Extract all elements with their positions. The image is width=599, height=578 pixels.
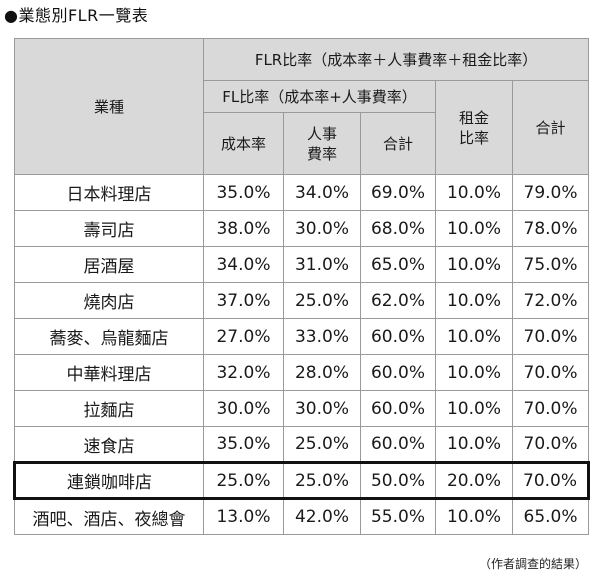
cell-fl-total: 68.0% [360,210,436,247]
table-row: 日本料理店 35.0% 34.0% 69.0% 10.0% 79.0% [14,174,590,211]
cell-industry: 拉麵店 [14,390,204,427]
cell-cost-ratio: 27.0% [203,318,284,355]
cell-total: 70.0% [511,461,591,500]
cell-industry: 酒吧、酒店、夜總會 [14,498,204,535]
table-row: 壽司店 38.0% 30.0% 68.0% 10.0% 78.0% [14,210,590,247]
cell-rent-ratio: 10.0% [435,246,513,283]
cell-total: 72.0% [511,282,590,319]
cell-rent-ratio: 10.0% [435,174,513,211]
cell-cost-ratio: 38.0% [203,210,284,247]
cell-rent-ratio: 10.0% [435,354,513,391]
cell-rent-ratio: 10.0% [435,282,513,319]
cell-cost-ratio: 35.0% [203,426,284,463]
cell-total: 70.0% [511,318,590,355]
header-flr-ratio: FLR比率（成本率＋人事費率＋租金比率） [202,38,590,81]
source-note: （作者調查的結果） [478,557,587,571]
cell-personnel-ratio: 34.0% [283,174,361,211]
table-row: 居酒屋 34.0% 31.0% 65.0% 10.0% 75.0% [14,246,590,283]
cell-cost-ratio: 37.0% [203,282,284,319]
cell-total: 70.0% [511,354,590,391]
cell-personnel-ratio: 28.0% [283,354,361,391]
flr-table: 業種 FLR比率（成本率＋人事費率＋租金比率） FL比率（成本率+人事費率） 租… [13,38,591,535]
cell-rent-ratio: 10.0% [435,426,513,463]
cell-cost-ratio: 35.0% [203,174,284,211]
cell-personnel-ratio: 42.0% [283,498,361,535]
table-header: 業種 FLR比率（成本率＋人事費率＋租金比率） FL比率（成本率+人事費率） 租… [14,38,590,175]
table-row: 拉麵店 30.0% 30.0% 60.0% 10.0% 70.0% [14,390,590,427]
cell-personnel-ratio: 30.0% [283,390,361,427]
header-personnel-ratio: 人事 費率 [283,112,361,175]
header-industry: 業種 [14,38,204,175]
table-row-highlighted: 連鎖咖啡店 25.0% 25.0% 50.0% 20.0% 70.0% [13,461,591,500]
cell-industry: 燒肉店 [14,282,204,319]
cell-fl-total: 60.0% [360,426,436,463]
cell-industry: 連鎖咖啡店 [13,461,204,500]
cell-personnel-ratio: 30.0% [283,210,361,247]
header-fl-ratio: FL比率（成本率+人事費率） [203,80,436,113]
cell-fl-total: 50.0% [360,461,436,500]
cell-fl-total: 55.0% [360,498,436,535]
cell-fl-total: 60.0% [360,354,436,391]
cell-cost-ratio: 25.0% [203,461,284,500]
page-title: ●業態別FLR一覽表 [4,6,149,25]
header-fl-total: 合計 [360,112,436,175]
cell-personnel-ratio: 25.0% [283,461,361,500]
cell-cost-ratio: 34.0% [203,246,284,283]
header-cost-ratio: 成本率 [203,112,284,175]
cell-total: 70.0% [511,390,590,427]
table-row: 蕎麥、烏龍麵店 27.0% 33.0% 60.0% 10.0% 70.0% [14,318,590,355]
table-row: 燒肉店 37.0% 25.0% 62.0% 10.0% 72.0% [14,282,590,319]
cell-total: 65.0% [511,498,590,535]
cell-fl-total: 69.0% [360,174,436,211]
cell-cost-ratio: 30.0% [203,390,284,427]
cell-fl-total: 65.0% [360,246,436,283]
cell-total: 78.0% [511,210,590,247]
cell-rent-ratio: 10.0% [435,210,513,247]
table-row: 中華料理店 32.0% 28.0% 60.0% 10.0% 70.0% [14,354,590,391]
cell-fl-total: 60.0% [360,318,436,355]
cell-personnel-ratio: 25.0% [283,282,361,319]
table-row: 速食店 35.0% 25.0% 60.0% 10.0% 70.0% [14,426,590,463]
cell-industry: 居酒屋 [14,246,204,283]
cell-total: 79.0% [511,174,590,211]
cell-rent-ratio: 10.0% [435,390,513,427]
cell-rent-ratio: 20.0% [435,461,513,500]
header-rent-ratio: 租金 比率 [435,80,513,175]
cell-rent-ratio: 10.0% [435,318,513,355]
cell-personnel-ratio: 33.0% [283,318,361,355]
cell-industry: 中華料理店 [14,354,204,391]
cell-fl-total: 60.0% [360,390,436,427]
cell-rent-ratio: 10.0% [435,498,513,535]
cell-cost-ratio: 32.0% [203,354,284,391]
cell-total: 70.0% [511,426,590,463]
cell-personnel-ratio: 25.0% [283,426,361,463]
header-total: 合計 [511,80,590,175]
cell-industry: 蕎麥、烏龍麵店 [14,318,204,355]
cell-total: 75.0% [511,246,590,283]
cell-fl-total: 62.0% [360,282,436,319]
cell-personnel-ratio: 31.0% [283,246,361,283]
cell-industry: 速食店 [14,426,204,463]
cell-cost-ratio: 13.0% [203,498,284,535]
table-body: 日本料理店 35.0% 34.0% 69.0% 10.0% 79.0% 壽司店 38.0% 30… [13,174,591,535]
cell-industry: 壽司店 [14,210,204,247]
table-row: 酒吧、酒店、夜總會 13.0% 42.0% 55.0% 10.0% 65.0% [14,498,590,535]
cell-industry: 日本料理店 [14,174,204,211]
